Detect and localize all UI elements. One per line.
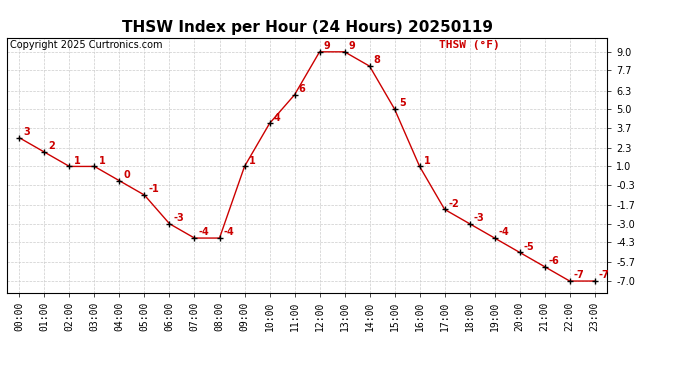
Text: 5: 5 (399, 98, 406, 108)
Text: Copyright 2025 Curtronics.com: Copyright 2025 Curtronics.com (10, 40, 162, 50)
Text: -2: -2 (448, 199, 460, 208)
Text: 8: 8 (374, 56, 381, 65)
Text: THSW (°F): THSW (°F) (439, 40, 500, 50)
Text: -3: -3 (174, 213, 184, 223)
Text: -6: -6 (549, 256, 560, 266)
Text: -1: -1 (148, 184, 159, 194)
Text: -3: -3 (474, 213, 484, 223)
Text: 1: 1 (248, 156, 255, 166)
Text: 0: 0 (124, 170, 130, 180)
Text: -4: -4 (224, 227, 235, 237)
Text: 1: 1 (74, 156, 80, 166)
Title: THSW Index per Hour (24 Hours) 20250119: THSW Index per Hour (24 Hours) 20250119 (121, 20, 493, 35)
Text: -4: -4 (199, 227, 209, 237)
Text: 1: 1 (99, 156, 106, 166)
Text: -4: -4 (499, 227, 509, 237)
Text: -7: -7 (599, 270, 609, 280)
Text: -7: -7 (574, 270, 584, 280)
Text: 6: 6 (299, 84, 306, 94)
Text: -5: -5 (524, 242, 535, 252)
Text: 4: 4 (274, 112, 280, 123)
Text: 9: 9 (324, 41, 331, 51)
Text: 9: 9 (348, 41, 355, 51)
Text: 1: 1 (424, 156, 431, 166)
Text: 3: 3 (23, 127, 30, 137)
Text: 2: 2 (48, 141, 55, 152)
